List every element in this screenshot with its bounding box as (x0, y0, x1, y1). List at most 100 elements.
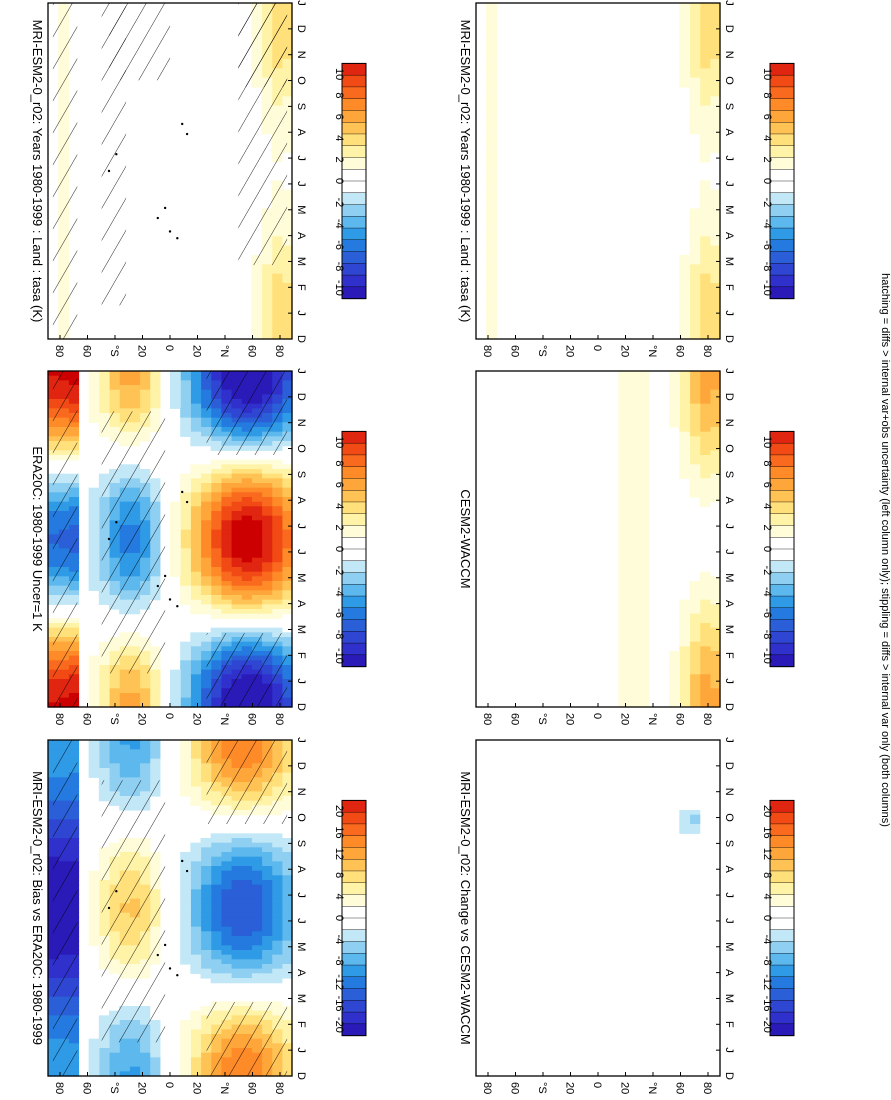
heatmap-cell (210, 940, 222, 946)
heatmap-cell (261, 506, 273, 512)
heatmap-cell (170, 375, 181, 381)
heatmap-cell (699, 469, 711, 475)
heatmap-cell (88, 371, 100, 377)
heatmap-cell (200, 576, 212, 582)
heatmap-cell (180, 866, 191, 872)
heatmap-cell (709, 679, 721, 685)
heatmap-cell (190, 959, 202, 965)
heatmap-cell (638, 548, 650, 554)
heatmap-cell (109, 693, 120, 699)
heatmap-cell (689, 609, 701, 615)
heatmap-cell (231, 931, 242, 937)
heatmap-cell (669, 417, 680, 423)
heatmap-cell (180, 371, 191, 377)
heatmap-cell (486, 129, 497, 135)
heatmap-cell (190, 651, 202, 657)
heatmap-cell (689, 399, 701, 405)
heatmap-cell (200, 768, 212, 774)
heatmap-cell (699, 31, 711, 37)
heatmap-cell (638, 646, 650, 652)
heatmap-cell (180, 936, 191, 942)
heatmap-cell (180, 515, 191, 521)
heatmap-cell (180, 375, 191, 381)
heatmap-cell (149, 1052, 161, 1058)
heatmap-cell (281, 478, 293, 484)
heatmap-cell (709, 627, 721, 633)
heatmap-cell (210, 627, 222, 633)
heatmap-cell (638, 609, 650, 615)
heatmap-cell (220, 609, 232, 615)
heatmap-cell (699, 459, 711, 465)
heatmap-cell (638, 683, 650, 689)
heatmap-cells (618, 371, 721, 708)
heatmap-cell (210, 543, 222, 549)
colorbar-label: 20 (333, 805, 345, 817)
colorbar-label: -12 (761, 974, 773, 990)
heatmap-cell (231, 833, 242, 839)
heatmap-cell (200, 520, 212, 526)
heatmap-cell (689, 665, 701, 671)
heatmap-cell (129, 1057, 141, 1063)
heatmap-cell (281, 576, 293, 582)
heatmap-cell (251, 273, 263, 279)
lat-label: 60 (674, 1082, 686, 1094)
heatmap-cell (98, 375, 110, 381)
month-label: N (723, 788, 735, 796)
heatmap-cell (709, 445, 721, 451)
heatmap-cell (689, 54, 701, 60)
heatmap-cell (638, 679, 650, 685)
heatmap-cell (699, 68, 711, 74)
heatmap-cell (281, 1029, 293, 1035)
heatmap-cell (638, 371, 650, 377)
heatmap-cell (98, 403, 110, 409)
heatmap-cell (679, 665, 691, 671)
heatmap-cell (271, 511, 283, 517)
stipple-dot (168, 967, 172, 970)
heatmap-cell (486, 297, 497, 303)
heatmap-cell (200, 782, 212, 788)
heatmap-cell (709, 213, 721, 219)
month-label: J (295, 523, 307, 529)
heatmap-cell (180, 492, 191, 498)
heatmap-cell (261, 847, 273, 853)
heatmap-cell (88, 501, 100, 507)
heatmap-cell (709, 599, 721, 605)
heatmap-cell (261, 931, 273, 937)
heatmap-cell (709, 585, 721, 591)
heatmap-cell (486, 3, 497, 9)
heatmap-cell (139, 697, 151, 703)
heatmap-cell (190, 889, 202, 895)
heatmap-cell (231, 978, 242, 984)
heatmap-cell (200, 604, 212, 610)
heatmap-cell (709, 697, 721, 703)
colorbar-frame (341, 430, 367, 668)
heatmap-cell (699, 585, 711, 591)
lat-label: 60 (81, 713, 93, 725)
month-label: A (723, 600, 735, 608)
heatmap-cell (679, 824, 691, 830)
heatmap-cell (231, 954, 242, 960)
heatmap-cell (98, 385, 110, 391)
heatmap-cell (251, 297, 263, 303)
heatmap-cell (689, 814, 701, 820)
heatmap-cell (220, 585, 232, 591)
heatmap-cell (139, 683, 151, 689)
heatmap-cell (109, 385, 120, 391)
heatmap-cell (200, 595, 212, 601)
heatmap-cell (281, 389, 293, 395)
heatmap-cell (689, 31, 701, 37)
heatmap-cell (180, 413, 191, 419)
heatmap-cell (709, 306, 721, 312)
heatmap-cell (210, 595, 222, 601)
heatmap-cell (139, 702, 151, 708)
heatmap-cell (699, 492, 711, 498)
lat-label: 0 (163, 345, 175, 351)
lat-label: °N (646, 713, 658, 725)
heatmap-cell (200, 1062, 212, 1068)
heatmap-cell (638, 469, 650, 475)
heatmap-cell (281, 908, 293, 914)
heatmap-cell (486, 147, 497, 153)
heatmap-cell (180, 940, 191, 946)
heatmap-cell (180, 581, 191, 587)
heatmap-cell (281, 241, 293, 247)
